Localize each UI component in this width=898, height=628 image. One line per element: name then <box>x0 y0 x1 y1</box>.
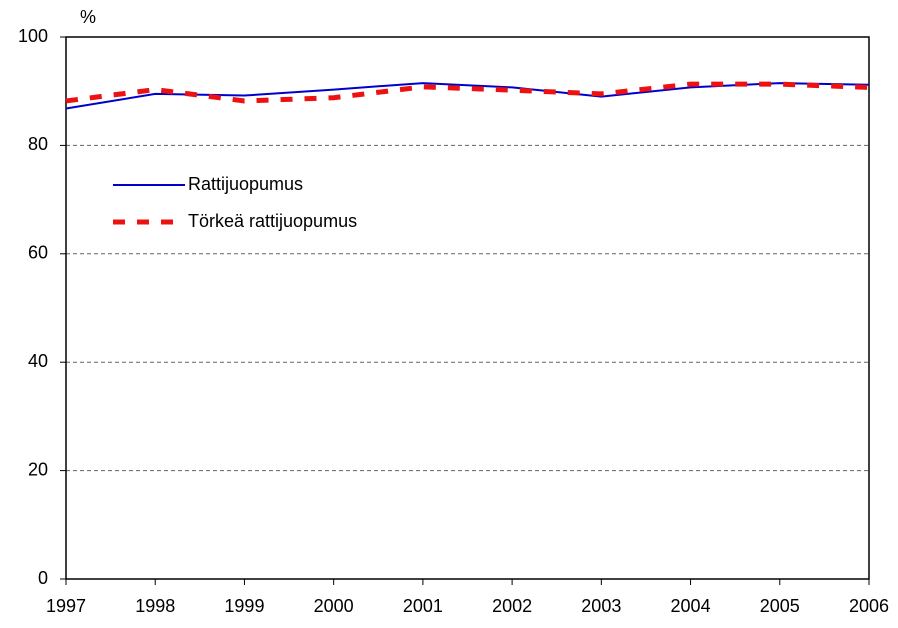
line-series <box>65 81 870 104</box>
y-tick-label: 80 <box>28 134 48 154</box>
x-tick-label: 1997 <box>46 596 86 616</box>
y-tick-label: 100 <box>18 26 48 46</box>
line-series <box>65 82 870 110</box>
y-tick-label: 0 <box>38 568 48 588</box>
y-tick-label: 60 <box>28 243 48 263</box>
x-tick-label: 2001 <box>403 596 443 616</box>
x-tick-label: 2002 <box>492 596 532 616</box>
y-tick-label: 20 <box>28 459 48 479</box>
x-tick-label: 1998 <box>135 596 175 616</box>
y-tick-label: 40 <box>28 351 48 371</box>
x-tick-label: 2005 <box>760 596 800 616</box>
legend-label: Rattijuopumus <box>188 174 303 194</box>
x-tick-label: 2000 <box>314 596 354 616</box>
x-tick-label: 2003 <box>581 596 621 616</box>
y-axis-label: % <box>80 7 96 27</box>
legend-label: Törkeä rattijuopumus <box>188 211 357 231</box>
x-tick-label: 2004 <box>671 596 711 616</box>
x-tick-label: 2006 <box>849 596 889 616</box>
plot-frame <box>65 36 870 580</box>
x-tick-label: 1999 <box>224 596 264 616</box>
